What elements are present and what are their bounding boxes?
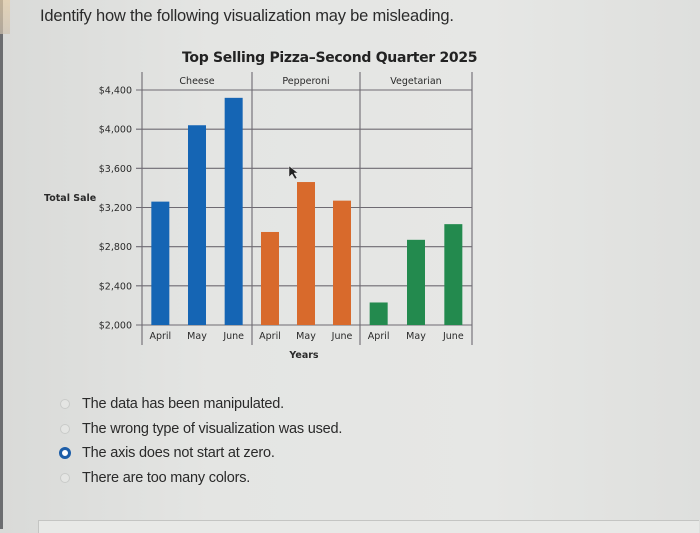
question-prompt: Identify how the following visualization… bbox=[40, 7, 454, 25]
svg-text:June: June bbox=[222, 331, 244, 342]
svg-text:June: June bbox=[442, 331, 464, 342]
svg-text:Total Sale: Total Sale bbox=[44, 193, 96, 204]
svg-text:$2,800: $2,800 bbox=[99, 242, 132, 253]
radio-unchecked-icon[interactable] bbox=[60, 472, 70, 483]
mouse-cursor-icon bbox=[288, 165, 299, 180]
svg-text:$2,400: $2,400 bbox=[99, 281, 132, 292]
chart-labels: $2,000 $2,400 $2,800 $3,200 $3,600 $4,000 $4,4… bbox=[44, 76, 464, 361]
svg-text:Years: Years bbox=[288, 350, 319, 361]
svg-text:June: June bbox=[331, 331, 353, 342]
option-label: The data has been manipulated. bbox=[82, 396, 284, 413]
option-label: The axis does not start at zero. bbox=[82, 445, 275, 462]
screen-bezel-edge bbox=[0, 0, 3, 529]
photo-glare bbox=[0, 0, 10, 34]
svg-text:$2,000: $2,000 bbox=[99, 321, 132, 332]
radio-unchecked-icon[interactable] bbox=[60, 399, 70, 410]
svg-text:April: April bbox=[368, 331, 390, 342]
svg-text:April: April bbox=[259, 331, 281, 342]
answer-option-2[interactable]: The wrong type of visualization was used… bbox=[60, 417, 342, 442]
svg-text:$3,600: $3,600 bbox=[99, 164, 132, 175]
next-panel-edge bbox=[38, 520, 699, 533]
answer-option-4[interactable]: There are too many colors. bbox=[60, 466, 342, 491]
svg-text:$3,200: $3,200 bbox=[99, 203, 132, 214]
answer-option-1[interactable]: The data has been manipulated. bbox=[60, 392, 342, 417]
svg-text:May: May bbox=[187, 331, 207, 342]
option-label: The wrong type of visualization was used… bbox=[82, 420, 343, 437]
svg-text:$4,000: $4,000 bbox=[99, 125, 132, 136]
chart-title: Top Selling Pizza–Second Quarter 2025 bbox=[182, 50, 478, 66]
radio-checked-icon[interactable] bbox=[59, 447, 71, 460]
svg-text:May: May bbox=[406, 331, 426, 342]
bar-chart: $2,000 $2,400 $2,800 $3,200 $3,600 $4,000 $4,4… bbox=[44, 72, 473, 361]
answer-options: The data has been manipulated. The wrong… bbox=[59, 392, 342, 491]
svg-text:Pepperoni: Pepperoni bbox=[282, 76, 329, 87]
radio-unchecked-icon[interactable] bbox=[60, 423, 70, 434]
svg-text:$4,400: $4,400 bbox=[99, 86, 132, 97]
svg-text:Vegetarian: Vegetarian bbox=[390, 76, 441, 87]
svg-text:April: April bbox=[149, 331, 171, 342]
svg-text:May: May bbox=[296, 331, 316, 342]
svg-text:Cheese: Cheese bbox=[179, 76, 214, 87]
chart-bars bbox=[151, 97, 463, 325]
option-label: There are too many colors. bbox=[82, 469, 251, 486]
answer-option-3[interactable]: The axis does not start at zero. bbox=[59, 441, 342, 466]
